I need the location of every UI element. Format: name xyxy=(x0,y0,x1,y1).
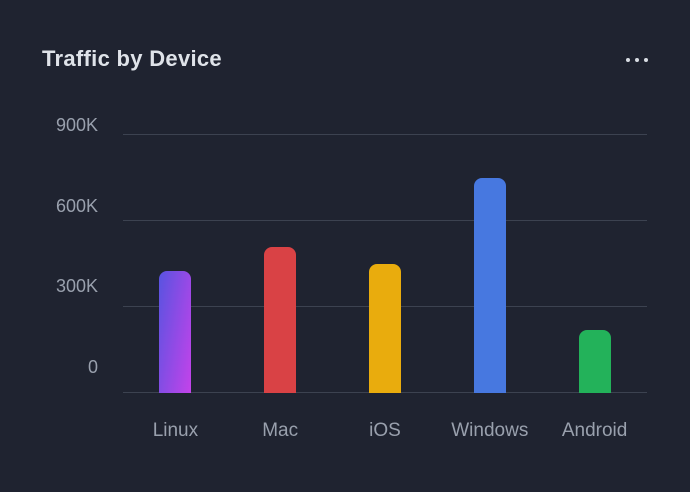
bar-mac[interactable] xyxy=(264,247,297,393)
x-axis: Linux Mac iOS Windows Android xyxy=(123,421,647,441)
y-axis-tick-label-900k: 900K xyxy=(55,115,98,135)
x-axis-label-mac: Mac xyxy=(262,420,299,441)
y-axis-tick-label-600k: 600K xyxy=(55,195,98,216)
y-axis-tick-label-0: 0 xyxy=(87,356,98,377)
bar-series xyxy=(123,135,647,393)
bar-slot-android xyxy=(542,135,647,393)
bar-chart-plot-area xyxy=(123,134,647,393)
bar-android[interactable] xyxy=(578,330,611,393)
y-axis-tick-label-300k: 300K xyxy=(55,276,98,297)
bar-linux[interactable] xyxy=(159,271,192,393)
more-horizontal-icon xyxy=(635,58,639,62)
gridline-600k xyxy=(123,220,647,221)
bar-slot-ios xyxy=(333,135,438,393)
gridline-900k xyxy=(123,134,647,135)
bar-ios[interactable] xyxy=(368,264,401,393)
bar-slot-linux xyxy=(123,135,228,393)
x-axis-label-android: Android xyxy=(561,420,628,441)
card-title: Traffic by Device xyxy=(42,46,222,71)
more-options-button[interactable] xyxy=(623,52,651,68)
x-axis-label-linux: Linux xyxy=(152,420,199,441)
bar-windows[interactable] xyxy=(473,178,506,393)
bar-slot-mac xyxy=(228,135,333,393)
bar-slot-windows xyxy=(437,135,542,393)
y-axis: 900K 600K 300K 0 xyxy=(30,115,98,377)
x-axis-label-windows: Windows xyxy=(451,420,529,441)
more-horizontal-icon xyxy=(644,58,648,62)
more-horizontal-icon xyxy=(626,58,630,62)
x-axis-label-ios: iOS xyxy=(369,420,401,441)
